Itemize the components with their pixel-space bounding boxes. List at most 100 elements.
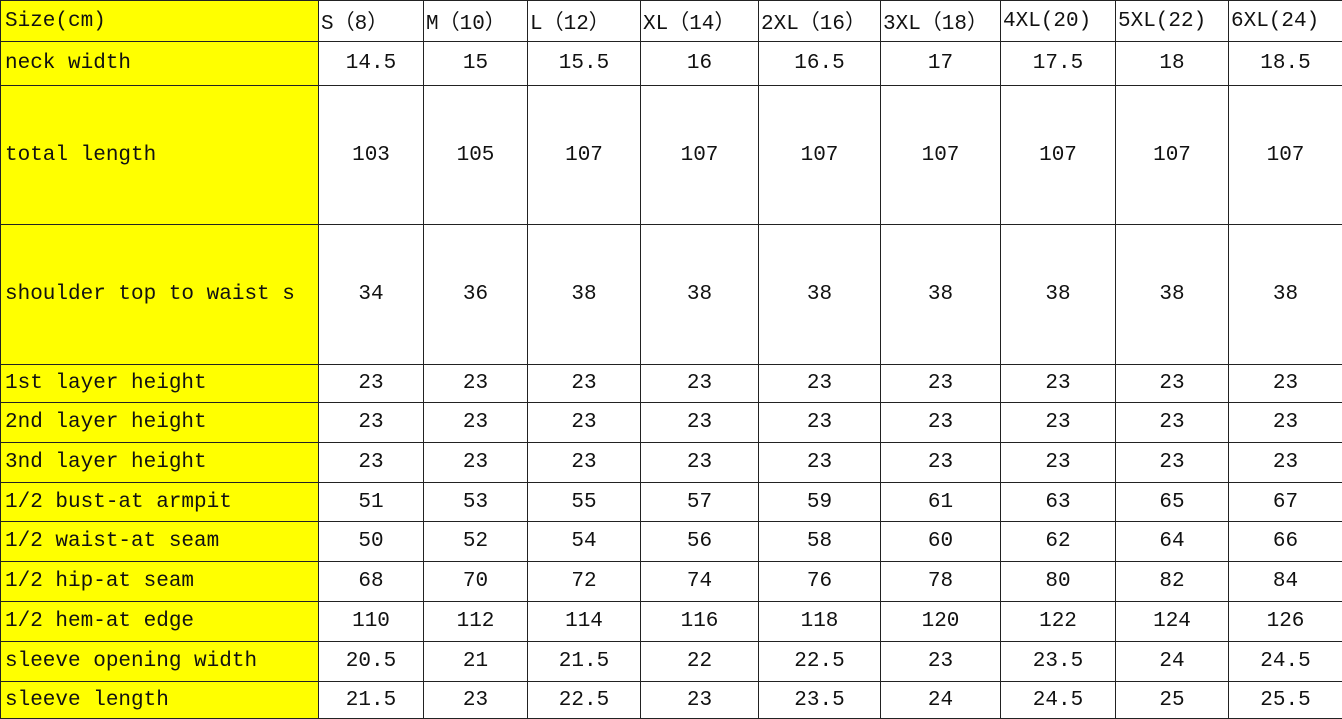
value-cell: 57: [641, 483, 759, 522]
row-label-cell: sleeve opening width: [1, 642, 319, 682]
value-cell: 114: [528, 602, 641, 642]
value-cell: 23: [319, 443, 424, 483]
value-cell: 103: [319, 86, 424, 225]
value-cell: 23: [759, 443, 881, 483]
value-cell: 38: [528, 225, 641, 365]
value-cell: 38: [641, 225, 759, 365]
value-cell: 23: [319, 365, 424, 403]
row-label-cell: 3nd layer height: [1, 443, 319, 483]
value-cell: 74: [641, 562, 759, 602]
value-cell: 53: [424, 483, 528, 522]
row-label-cell: total length: [1, 86, 319, 225]
value-cell: 107: [759, 86, 881, 225]
value-cell: 23: [528, 443, 641, 483]
value-cell: 14.5: [319, 42, 424, 86]
value-cell: 22.5: [528, 682, 641, 719]
value-cell: 23: [759, 365, 881, 403]
value-cell: 84: [1229, 562, 1342, 602]
value-cell: 15: [424, 42, 528, 86]
value-cell: 82: [1116, 562, 1229, 602]
value-cell: 55: [528, 483, 641, 522]
value-cell: 23: [319, 403, 424, 443]
value-cell: 51: [319, 483, 424, 522]
value-cell: 23: [641, 443, 759, 483]
value-cell: 23: [424, 365, 528, 403]
row-label-cell: 1/2 waist-at seam: [1, 522, 319, 562]
row-label-cell: neck width: [1, 42, 319, 86]
value-cell: 38: [759, 225, 881, 365]
value-cell: 107: [1229, 86, 1342, 225]
size-header-cell: S（8）: [319, 1, 424, 42]
row-label-cell: 1/2 hem-at edge: [1, 602, 319, 642]
value-cell: 38: [1116, 225, 1229, 365]
value-cell: 23.5: [759, 682, 881, 719]
value-cell: 107: [641, 86, 759, 225]
value-cell: 25: [1116, 682, 1229, 719]
value-cell: 23: [881, 443, 1001, 483]
value-cell: 50: [319, 522, 424, 562]
value-cell: 23: [881, 403, 1001, 443]
value-cell: 58: [759, 522, 881, 562]
value-cell: 122: [1001, 602, 1116, 642]
value-cell: 17.5: [1001, 42, 1116, 86]
size-header-cell: 6XL(24): [1229, 1, 1342, 42]
value-cell: 61: [881, 483, 1001, 522]
value-cell: 24: [881, 682, 1001, 719]
value-cell: 107: [1001, 86, 1116, 225]
value-cell: 23: [881, 642, 1001, 682]
size-header-cell: L（12）: [528, 1, 641, 42]
value-cell: 110: [319, 602, 424, 642]
value-cell: 105: [424, 86, 528, 225]
value-cell: 24: [1116, 642, 1229, 682]
value-cell: 16.5: [759, 42, 881, 86]
value-cell: 24.5: [1229, 642, 1342, 682]
value-cell: 60: [881, 522, 1001, 562]
value-cell: 34: [319, 225, 424, 365]
value-cell: 38: [1001, 225, 1116, 365]
row-label-cell: 1st layer height: [1, 365, 319, 403]
value-cell: 17: [881, 42, 1001, 86]
value-cell: 63: [1001, 483, 1116, 522]
value-cell: 23: [1229, 403, 1342, 443]
value-cell: 23: [1116, 365, 1229, 403]
value-cell: 56: [641, 522, 759, 562]
size-header-cell: 5XL(22): [1116, 1, 1229, 42]
size-header-cell: 2XL（16）: [759, 1, 881, 42]
value-cell: 23.5: [1001, 642, 1116, 682]
value-cell: 22: [641, 642, 759, 682]
size-header-cell: XL（14）: [641, 1, 759, 42]
value-cell: 107: [1116, 86, 1229, 225]
value-cell: 20.5: [319, 642, 424, 682]
value-cell: 23: [1229, 365, 1342, 403]
value-cell: 23: [1001, 443, 1116, 483]
value-cell: 124: [1116, 602, 1229, 642]
value-cell: 22.5: [759, 642, 881, 682]
value-cell: 23: [641, 682, 759, 719]
row-label-cell: 1/2 bust-at armpit: [1, 483, 319, 522]
value-cell: 68: [319, 562, 424, 602]
value-cell: 18.5: [1229, 42, 1342, 86]
value-cell: 23: [1116, 403, 1229, 443]
value-cell: 72: [528, 562, 641, 602]
value-cell: 62: [1001, 522, 1116, 562]
value-cell: 59: [759, 483, 881, 522]
value-cell: 76: [759, 562, 881, 602]
value-cell: 116: [641, 602, 759, 642]
value-cell: 126: [1229, 602, 1342, 642]
value-cell: 112: [424, 602, 528, 642]
value-cell: 23: [1116, 443, 1229, 483]
value-cell: 120: [881, 602, 1001, 642]
value-cell: 23: [881, 365, 1001, 403]
value-cell: 38: [881, 225, 1001, 365]
value-cell: 21.5: [319, 682, 424, 719]
value-cell: 23: [424, 403, 528, 443]
value-cell: 107: [881, 86, 1001, 225]
